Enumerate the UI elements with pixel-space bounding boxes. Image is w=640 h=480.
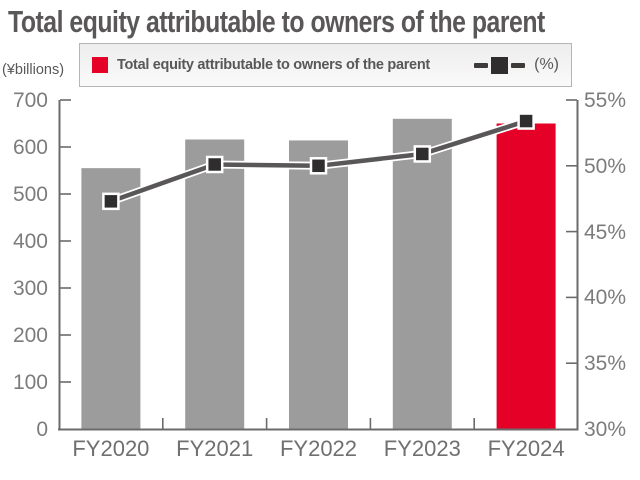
y-axis-tick-label: 200: [12, 324, 48, 347]
bar-FY2020: [81, 168, 141, 429]
y-axis-tick-label: 600: [12, 136, 48, 159]
bar-FY2021: [185, 139, 245, 430]
line-legend-square-icon: [491, 56, 509, 74]
bar-legend-swatch: [92, 57, 108, 73]
line-legend-dash-left: [474, 62, 489, 68]
line-legend-dash-right: [511, 62, 526, 68]
right-axis-tick-label: 40%: [584, 286, 627, 310]
y-axis-tick-label: 700: [12, 89, 48, 112]
x-axis-category-label: FY2022: [279, 436, 358, 461]
line-legend-marker: [474, 56, 526, 74]
x-axis-category-label: FY2023: [383, 436, 461, 461]
right-axis-tick-label: 35%: [584, 352, 627, 376]
y-axis-tick-label: 100: [12, 371, 48, 394]
right-axis-tick-label: 30%: [584, 418, 627, 441]
y-axis-tick-label: 300: [12, 277, 48, 300]
bar-FY2023: [392, 118, 452, 430]
line-marker-FY2020: [102, 192, 120, 211]
line-marker-FY2023: [413, 145, 432, 163]
y-axis-tick-label: 0: [36, 418, 48, 441]
y-axis-tick-label: 400: [12, 230, 48, 253]
legend: Total equity attributable to owners of t…: [79, 43, 572, 87]
right-axis-tick-label: 55%: [584, 89, 627, 112]
line-marker-FY2022: [309, 157, 328, 175]
line-marker-FY2021: [205, 155, 224, 174]
left-axis-unit-label: (¥billions): [2, 62, 65, 78]
line-legend-label: (%): [534, 56, 559, 73]
line-marker-FY2024: [517, 112, 535, 130]
bar-FY2022: [289, 140, 348, 430]
right-axis-tick-label: 50%: [584, 154, 627, 178]
x-axis-category-label: FY2021: [176, 436, 254, 461]
y-axis-tick-label: 500: [12, 183, 48, 206]
chart-title: Total equity attributable to owners of t…: [8, 4, 545, 39]
right-axis-tick-label: 45%: [584, 220, 627, 244]
x-axis-category-label: FY2020: [72, 436, 150, 461]
x-axis-category-label: FY2024: [487, 436, 565, 461]
bar-legend-label: Total equity attributable to owners of t…: [117, 57, 430, 73]
bar-FY2024: [496, 123, 556, 429]
